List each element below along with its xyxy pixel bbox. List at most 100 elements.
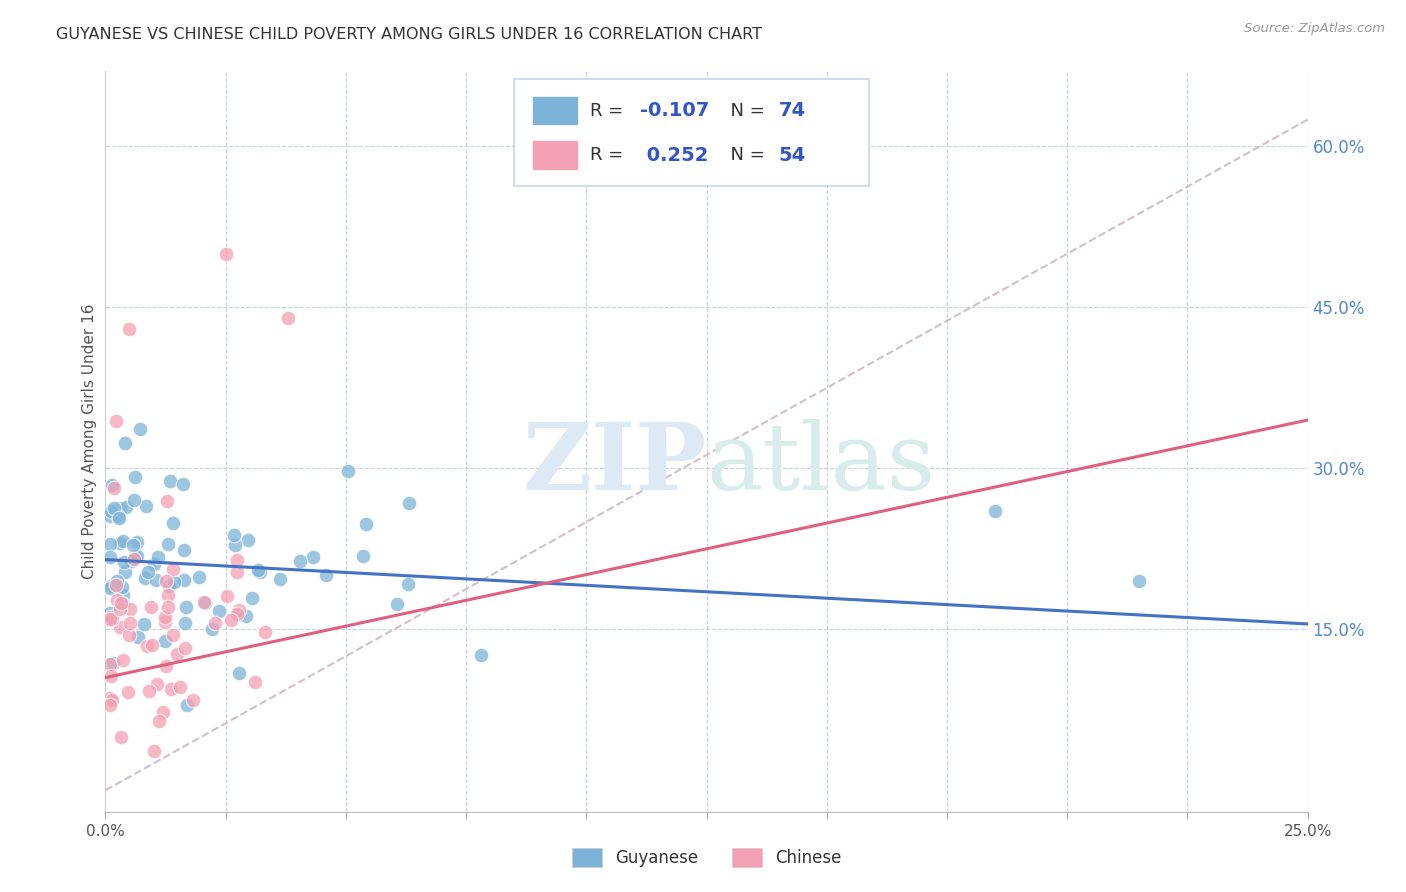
Point (169, 680, 191, 694)
Point (155, 615, 177, 629)
Point (228, 666, 250, 681)
Point (153, 634, 176, 648)
Point (108, 535, 131, 549)
Point (214, 246, 236, 260)
Point (204, 615, 226, 630)
Point (146, 550, 169, 565)
Text: 0.252: 0.252 (640, 145, 709, 164)
Point (253, 625, 276, 640)
FancyBboxPatch shape (515, 78, 869, 186)
Text: ZIP: ZIP (522, 418, 707, 508)
Point (107, 509, 129, 524)
Point (174, 616, 197, 631)
Point (117, 684, 139, 698)
Point (100, 504, 122, 518)
Point (100, 609, 122, 624)
Point (238, 533, 260, 547)
Point (222, 528, 245, 542)
Point (159, 682, 181, 697)
Point (166, 647, 188, 661)
Point (107, 511, 129, 525)
Point (208, 604, 231, 618)
Point (108, 501, 131, 516)
Point (470, 648, 492, 662)
Point (162, 562, 184, 576)
Point (156, 494, 179, 508)
Point (98, 690, 121, 705)
Point (173, 574, 195, 588)
Point (104, 414, 127, 428)
Text: 74: 74 (779, 101, 806, 120)
Point (103, 501, 125, 516)
FancyBboxPatch shape (533, 140, 578, 169)
Point (396, 577, 419, 591)
Point (155, 659, 177, 673)
Point (138, 684, 160, 698)
Point (176, 600, 198, 615)
Text: R =: R = (591, 102, 628, 120)
Point (1128, 574, 1150, 588)
Point (176, 698, 198, 712)
Point (302, 549, 325, 564)
Point (120, 615, 142, 630)
Point (112, 555, 135, 569)
Point (111, 534, 134, 549)
Point (98, 509, 121, 524)
Legend: Guyanese, Chinese: Guyanese, Chinese (565, 842, 848, 874)
Point (148, 714, 170, 728)
Point (240, 591, 263, 605)
Point (105, 592, 128, 607)
Point (269, 572, 291, 586)
Point (145, 573, 167, 587)
Point (277, 311, 299, 326)
Point (224, 538, 246, 552)
Point (156, 588, 179, 602)
Point (143, 557, 166, 571)
Point (157, 599, 180, 614)
Point (159, 474, 181, 488)
Point (120, 554, 142, 568)
Point (110, 620, 132, 634)
Point (124, 549, 146, 564)
Text: N =: N = (718, 146, 770, 164)
Point (111, 580, 134, 594)
Point (221, 613, 243, 627)
Point (98, 657, 121, 672)
Point (337, 464, 360, 478)
Point (173, 640, 195, 655)
FancyBboxPatch shape (533, 95, 578, 126)
Point (103, 482, 125, 496)
Point (354, 516, 377, 531)
Point (225, 565, 247, 579)
Point (201, 623, 224, 637)
Point (105, 574, 128, 589)
Point (125, 549, 148, 563)
Point (108, 602, 131, 616)
Point (100, 612, 122, 626)
Point (110, 730, 132, 744)
Point (215, 590, 238, 604)
Text: atlas: atlas (707, 418, 936, 508)
Text: -0.107: -0.107 (640, 101, 710, 120)
Point (122, 552, 145, 566)
Point (121, 538, 143, 552)
Point (385, 597, 408, 611)
Point (146, 677, 169, 691)
Point (98, 698, 121, 712)
Point (100, 669, 122, 683)
Point (98, 537, 121, 551)
Point (141, 600, 163, 615)
Text: Source: ZipAtlas.com: Source: ZipAtlas.com (1244, 22, 1385, 36)
Point (153, 610, 176, 624)
Point (173, 543, 195, 558)
Point (984, 504, 1007, 518)
Y-axis label: Child Poverty Among Girls Under 16: Child Poverty Among Girls Under 16 (82, 304, 97, 579)
Text: GUYANESE VS CHINESE CHILD POVERTY AMONG GIRLS UNDER 16 CORRELATION CHART: GUYANESE VS CHINESE CHILD POVERTY AMONG … (56, 27, 762, 42)
Point (141, 638, 163, 652)
Point (124, 470, 146, 484)
Point (127, 630, 149, 644)
Point (114, 436, 136, 450)
Point (181, 692, 204, 706)
Point (98, 549, 121, 564)
Text: N =: N = (718, 102, 770, 120)
